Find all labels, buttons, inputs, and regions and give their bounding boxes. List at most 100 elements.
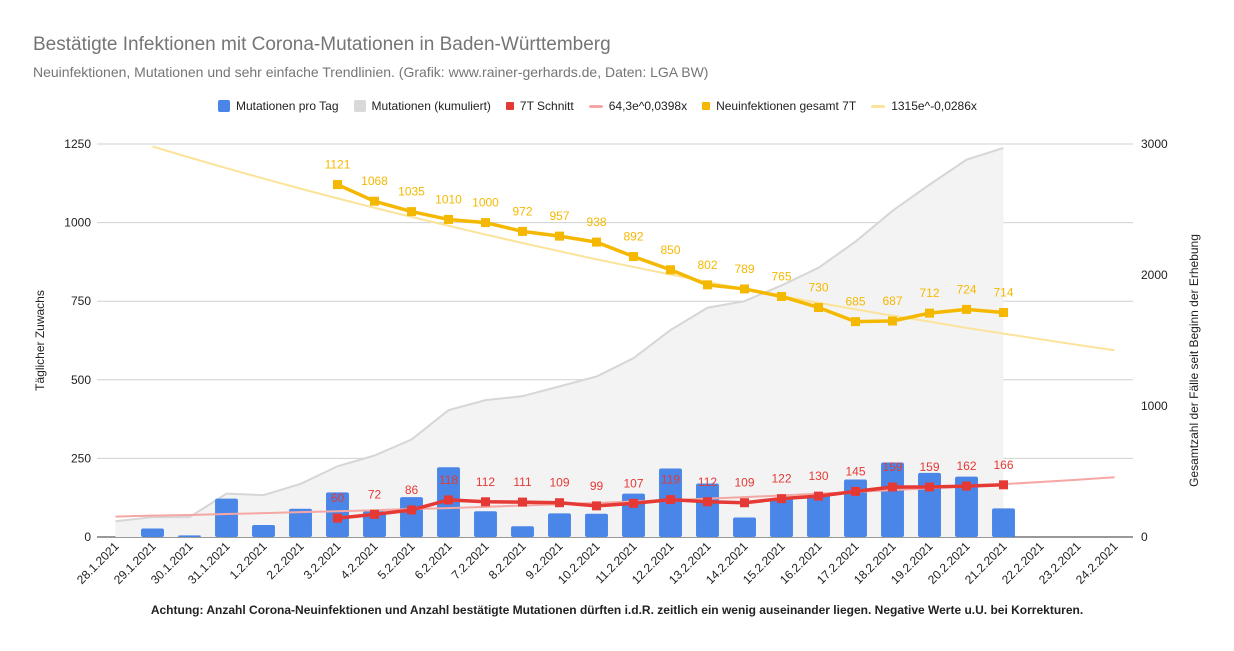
data-label-neuinfektionen: 1068	[361, 174, 388, 188]
data-point-neuinfektionen	[777, 291, 786, 301]
data-point-7t-schnitt	[925, 482, 934, 492]
bar	[881, 462, 904, 537]
y-tick-label: 250	[71, 451, 91, 465]
data-point-7t-schnitt	[555, 498, 564, 508]
data-label-7t-schnitt: 130	[808, 469, 828, 483]
data-point-neuinfektionen	[740, 284, 749, 294]
legend-label: 7T Schnitt	[519, 99, 574, 113]
y-tick-label: 750	[71, 294, 91, 308]
legend-item-mutationen-kumuliert: Mutationen (kumuliert)	[353, 99, 491, 113]
data-label-7t-schnitt: 122	[771, 472, 791, 486]
bar	[289, 508, 312, 537]
chart-subtitle: Neuinfektionen, Mutationen und sehr einf…	[33, 64, 709, 80]
chart-legend: Mutationen pro Tag Mutationen (kumuliert…	[218, 99, 992, 113]
data-label-7t-schnitt: 159	[919, 460, 939, 474]
bar	[141, 528, 164, 537]
legend-item-trend-yellow: 1315e^-0,0286x	[871, 99, 977, 113]
trendline-neuinfektionen	[152, 145, 1115, 352]
cumulative-area-line	[115, 146, 1004, 523]
data-label-7t-schnitt: 99	[590, 479, 604, 493]
data-label-neuinfektionen: 714	[993, 286, 1013, 300]
data-label-7t-schnitt: 162	[956, 459, 976, 473]
data-point-neuinfektionen	[925, 308, 934, 318]
data-point-neuinfektionen	[407, 207, 416, 217]
bar	[696, 483, 719, 537]
data-label-neuinfektionen: 687	[882, 294, 902, 308]
data-point-7t-schnitt	[740, 498, 749, 508]
data-label-neuinfektionen: 712	[919, 286, 939, 300]
data-point-neuinfektionen	[999, 308, 1008, 318]
bar	[400, 497, 423, 537]
data-label-neuinfektionen: 938	[586, 215, 606, 229]
y2-tick-label: 1000	[1141, 399, 1168, 413]
y-tick-label: 500	[71, 373, 91, 387]
data-label-neuinfektionen: 685	[845, 295, 865, 309]
data-label-neuinfektionen: 957	[549, 209, 569, 223]
x-tick-label: 7.2.2021	[449, 539, 492, 582]
data-label-neuinfektionen: 789	[734, 262, 754, 276]
legend-item-mutationen-pro-tag: Mutationen pro Tag	[218, 99, 339, 113]
legend-swatch-bar	[218, 100, 230, 112]
data-label-neuinfektionen: 765	[771, 269, 791, 283]
data-point-neuinfektionen	[888, 316, 897, 326]
data-point-7t-schnitt	[444, 495, 453, 505]
data-label-7t-schnitt: 159	[882, 460, 902, 474]
bar	[511, 526, 534, 537]
data-label-7t-schnitt: 86	[405, 483, 419, 497]
data-label-7t-schnitt: 109	[549, 476, 569, 490]
data-point-7t-schnitt	[333, 513, 342, 523]
data-label-7t-schnitt: 119	[661, 473, 680, 487]
y2-tick-label: 2000	[1141, 268, 1168, 282]
legend-swatch-marker	[505, 102, 514, 110]
data-point-7t-schnitt	[962, 481, 971, 491]
data-point-neuinfektionen	[555, 231, 564, 241]
legend-swatch-trendline	[871, 104, 886, 108]
legend-label: 64,3e^0,0398x	[608, 99, 688, 113]
bar	[215, 498, 238, 537]
data-label-neuinfektionen: 730	[808, 280, 828, 294]
bar	[770, 498, 793, 537]
data-point-neuinfektionen	[814, 302, 823, 312]
bar	[474, 511, 497, 537]
chart-footnote: Achtung: Anzahl Corona-Neuinfektionen un…	[150, 603, 1084, 617]
bar	[733, 517, 756, 537]
data-point-neuinfektionen	[481, 218, 490, 228]
data-label-neuinfektionen: 972	[512, 204, 532, 218]
data-label-7t-schnitt: 111	[513, 475, 532, 489]
legend-label: Mutationen pro Tag	[236, 99, 339, 113]
y-axis-title: Täglicher Zuwachs	[33, 290, 47, 391]
legend-swatch-area	[353, 100, 366, 112]
x-tick-label: 5.2.2021	[375, 539, 418, 582]
legend-item-neuinfektionen: Neuinfektionen gesamt 7T	[702, 99, 856, 113]
data-label-7t-schnitt: 166	[993, 458, 1013, 472]
data-point-neuinfektionen	[370, 196, 379, 206]
data-label-neuinfektionen: 1121	[325, 158, 351, 172]
y-tick-label: 0	[84, 530, 91, 544]
bar	[252, 525, 275, 537]
data-point-7t-schnitt	[518, 497, 527, 507]
x-tick-label: 3.2.2021	[301, 539, 344, 582]
y2-axis-title: Gesamtzahl der Fälle seit Beginn der Erh…	[1187, 234, 1201, 487]
legend-item-trend-red: 64,3e^0,0398x	[588, 99, 688, 113]
legend-swatch-trendline	[588, 104, 603, 108]
bar	[363, 511, 386, 537]
data-label-neuinfektionen: 850	[660, 243, 680, 257]
legend-item-7t-schnitt: 7T Schnitt	[505, 99, 574, 113]
data-label-7t-schnitt: 60	[331, 491, 345, 505]
data-point-neuinfektionen	[444, 214, 453, 224]
data-point-neuinfektionen	[592, 237, 601, 247]
data-label-7t-schnitt: 109	[734, 476, 754, 490]
data-label-7t-schnitt: 118	[439, 473, 458, 487]
data-label-neuinfektionen: 724	[956, 282, 976, 296]
data-label-7t-schnitt: 112	[698, 475, 717, 489]
x-tick-label: 8.2.2021	[486, 539, 529, 582]
data-point-7t-schnitt	[481, 497, 490, 507]
data-point-7t-schnitt	[777, 494, 786, 504]
data-point-7t-schnitt	[592, 501, 601, 511]
data-label-7t-schnitt: 107	[623, 476, 643, 490]
x-tick-label: 2.2.2021	[264, 539, 307, 582]
data-point-7t-schnitt	[370, 509, 379, 519]
data-point-7t-schnitt	[999, 480, 1008, 490]
bar	[178, 535, 201, 537]
